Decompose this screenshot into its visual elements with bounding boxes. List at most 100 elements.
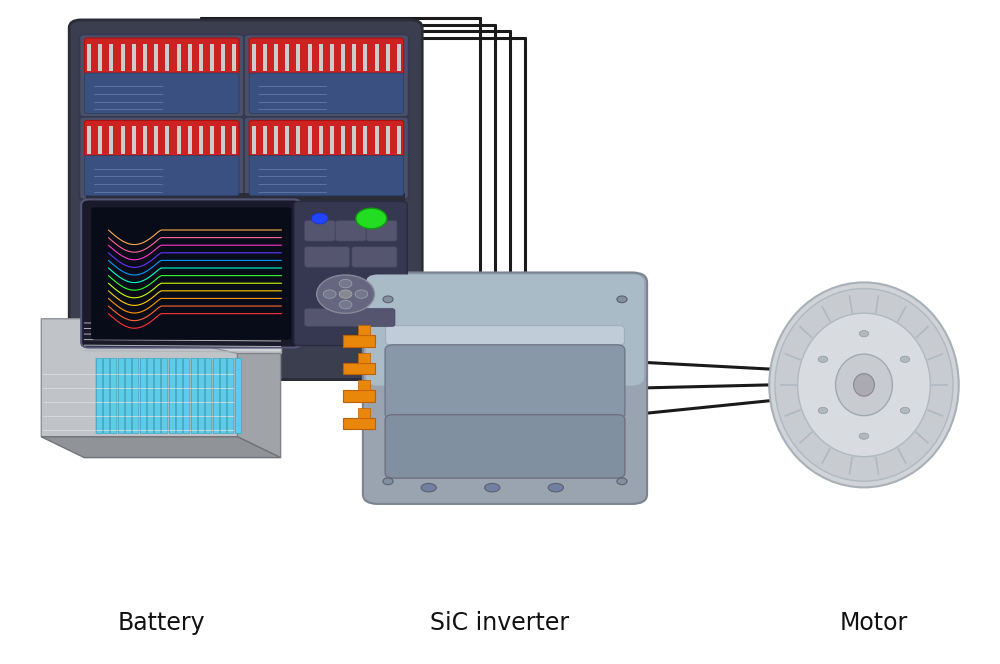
Bar	[363, 44, 367, 71]
FancyBboxPatch shape	[79, 35, 244, 117]
FancyBboxPatch shape	[304, 247, 350, 267]
Bar	[132, 126, 136, 153]
Bar	[227, 358, 233, 433]
Bar	[103, 358, 109, 433]
Bar	[296, 44, 300, 71]
Ellipse shape	[775, 289, 953, 481]
Bar	[386, 126, 390, 153]
Bar	[358, 353, 370, 363]
Circle shape	[383, 296, 393, 303]
Circle shape	[900, 356, 910, 363]
Bar	[87, 126, 91, 153]
Text: SiC inverter: SiC inverter	[430, 611, 570, 635]
FancyBboxPatch shape	[85, 38, 239, 74]
Circle shape	[339, 300, 352, 309]
Bar	[220, 358, 226, 433]
Bar	[330, 44, 334, 71]
Bar	[199, 126, 203, 153]
Ellipse shape	[854, 374, 874, 396]
Bar	[330, 126, 334, 153]
Circle shape	[818, 408, 828, 414]
Bar	[285, 126, 289, 153]
Bar	[169, 358, 175, 433]
Bar	[188, 44, 192, 71]
Bar	[86, 193, 405, 203]
Bar	[319, 126, 323, 153]
Bar	[252, 126, 256, 153]
FancyBboxPatch shape	[385, 345, 625, 419]
Bar	[319, 44, 323, 71]
Bar	[296, 126, 300, 153]
FancyBboxPatch shape	[304, 220, 335, 241]
Bar	[191, 358, 197, 433]
Bar	[343, 418, 375, 430]
FancyBboxPatch shape	[85, 120, 239, 156]
FancyBboxPatch shape	[366, 274, 644, 386]
Bar	[274, 126, 278, 153]
Circle shape	[818, 356, 828, 363]
Bar	[165, 126, 169, 153]
Ellipse shape	[798, 313, 930, 457]
Bar	[183, 358, 189, 433]
Bar	[210, 126, 214, 153]
Bar	[154, 44, 158, 71]
Bar	[263, 126, 267, 153]
Bar	[121, 44, 125, 71]
Bar	[343, 335, 375, 347]
Bar	[199, 44, 203, 71]
FancyBboxPatch shape	[85, 73, 239, 114]
Bar	[198, 358, 204, 433]
FancyBboxPatch shape	[79, 117, 244, 199]
Bar	[132, 358, 138, 433]
FancyBboxPatch shape	[81, 199, 301, 347]
Bar	[341, 126, 345, 153]
Bar	[352, 126, 356, 153]
Bar	[87, 44, 91, 71]
FancyBboxPatch shape	[366, 220, 397, 241]
FancyBboxPatch shape	[69, 20, 422, 380]
Bar	[358, 380, 370, 390]
Bar	[110, 358, 116, 433]
Circle shape	[339, 290, 352, 298]
Circle shape	[617, 296, 627, 303]
Bar	[308, 126, 312, 153]
Bar	[235, 358, 241, 433]
Bar	[98, 126, 102, 153]
Bar	[375, 44, 379, 71]
Bar	[109, 126, 113, 153]
Bar	[161, 358, 167, 433]
FancyBboxPatch shape	[249, 73, 404, 114]
FancyBboxPatch shape	[363, 272, 647, 504]
Ellipse shape	[769, 282, 959, 487]
Bar	[143, 44, 147, 71]
Bar	[154, 126, 158, 153]
FancyBboxPatch shape	[244, 117, 409, 199]
Bar	[132, 44, 136, 71]
Ellipse shape	[421, 483, 436, 492]
Bar	[358, 408, 370, 418]
Bar	[232, 44, 236, 71]
Bar	[363, 126, 367, 153]
FancyBboxPatch shape	[385, 414, 625, 478]
Bar	[285, 44, 289, 71]
Circle shape	[900, 408, 910, 414]
Bar	[221, 126, 225, 153]
FancyBboxPatch shape	[352, 247, 397, 267]
Bar	[205, 358, 211, 433]
Bar	[154, 358, 160, 433]
Bar	[375, 126, 379, 153]
FancyBboxPatch shape	[85, 155, 239, 196]
Bar	[188, 126, 192, 153]
Bar	[140, 358, 146, 433]
Bar	[121, 126, 125, 153]
FancyBboxPatch shape	[249, 38, 404, 74]
Circle shape	[859, 433, 869, 440]
Circle shape	[355, 290, 368, 298]
Bar	[125, 358, 131, 433]
Bar	[274, 44, 278, 71]
Bar	[98, 44, 102, 71]
FancyBboxPatch shape	[294, 201, 407, 345]
Bar	[232, 126, 236, 153]
FancyBboxPatch shape	[91, 207, 291, 339]
Text: Battery: Battery	[117, 611, 205, 635]
